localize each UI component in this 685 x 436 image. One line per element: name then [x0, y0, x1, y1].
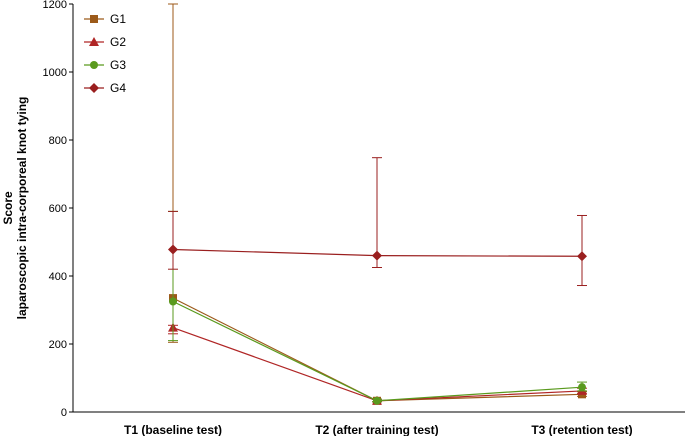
legend-marker	[89, 83, 99, 93]
legend-label: G4	[110, 81, 126, 95]
error-bar	[168, 210, 178, 270]
legend-label: G1	[110, 12, 126, 26]
data-point	[169, 297, 177, 306]
data-point	[373, 396, 381, 405]
data-point	[578, 383, 586, 392]
y-axis-label-line-1: Score	[1, 191, 15, 225]
series-g4	[168, 157, 587, 287]
data-point	[372, 250, 382, 261]
legend-marker	[89, 37, 99, 46]
legend-item-g3: G3	[84, 58, 126, 72]
x-tick-label: T2 (after training test)	[315, 423, 438, 436]
x-tick-label: T1 (baseline test)	[124, 423, 222, 436]
axes	[72, 4, 685, 413]
x-tick-label: T3 (retention test)	[531, 423, 632, 436]
legend-item-g4: G4	[84, 81, 126, 95]
series-line	[172, 300, 583, 402]
y-tick-label: 1200	[43, 0, 67, 11]
legend: G1 G2 G3 G4	[84, 12, 126, 95]
legend-item-g2: G2	[84, 35, 126, 49]
y-tick-label: 600	[49, 203, 67, 215]
legend-item-g1: G1	[84, 12, 126, 26]
x-axis-labels: T1 (baseline test) T2 (after training tes…	[124, 423, 633, 436]
legend-label: G2	[110, 35, 126, 49]
series-line	[172, 327, 583, 402]
legend-label: G3	[110, 58, 126, 72]
y-axis-label-line-2: laparoscopic intra-corporeal knot tying	[15, 97, 29, 320]
y-ticks: 0 200 400 600 800 1000 1200	[43, 0, 73, 419]
y-axis-label: Score laparoscopic intra-corporeal knot …	[1, 97, 29, 320]
series-layer	[168, 3, 587, 405]
series-g3	[168, 210, 587, 405]
data-point	[168, 244, 178, 255]
y-tick-label: 0	[61, 407, 67, 419]
y-tick-label: 800	[49, 135, 67, 147]
error-bar	[577, 214, 587, 287]
y-tick-label: 1000	[43, 67, 67, 79]
legend-marker	[90, 61, 98, 69]
data-point	[577, 251, 587, 262]
legend-marker	[90, 15, 98, 23]
y-tick-label: 400	[49, 271, 67, 283]
error-bar	[372, 157, 382, 268]
y-tick-label: 200	[49, 339, 67, 351]
series-g2	[168, 322, 587, 405]
